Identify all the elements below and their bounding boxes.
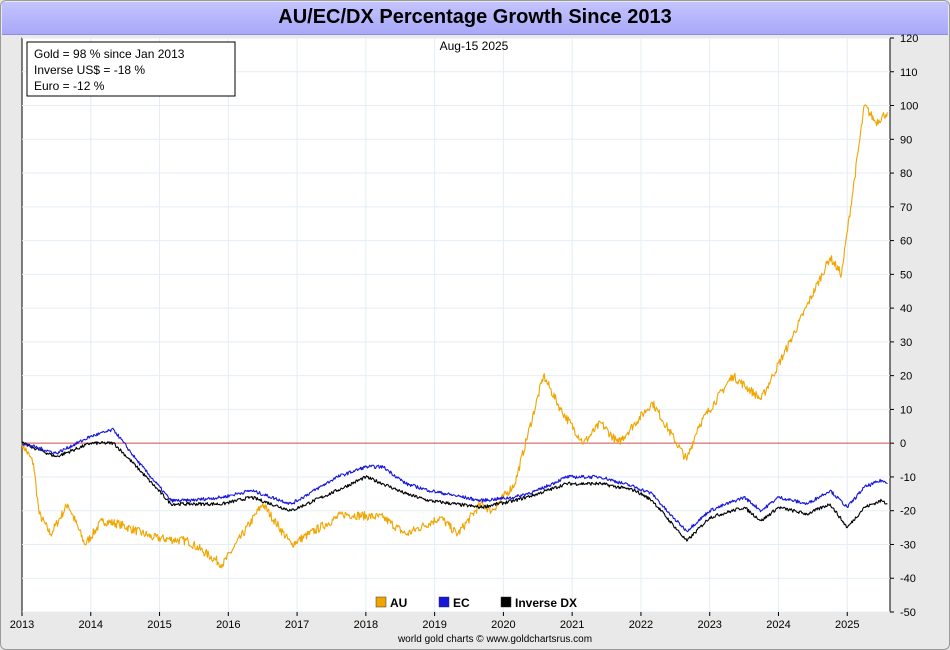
y-tick-label: -30 <box>900 539 916 551</box>
x-tick-label: 2025 <box>835 619 859 631</box>
y-tick-label: 110 <box>900 67 918 79</box>
y-tick-label: 40 <box>900 303 912 315</box>
legend-label: Inverse DX <box>515 596 577 610</box>
series-line-inverse-dx <box>21 440 888 542</box>
y-tick-label: 10 <box>900 404 912 416</box>
x-tick-label: 2023 <box>697 619 721 631</box>
annotation-text: Inverse US$ = -18 % <box>34 63 145 77</box>
annotation-text: Euro = -12 % <box>34 79 105 93</box>
y-tick-label: 20 <box>900 371 912 383</box>
x-tick-label: 2020 <box>491 619 515 631</box>
legend-swatch <box>500 596 512 608</box>
y-tick-label: 80 <box>900 168 912 180</box>
y-tick-label: 120 <box>900 33 918 45</box>
footer-credit: world gold charts © www.goldchartsrus.co… <box>397 634 592 645</box>
y-tick-label: 50 <box>900 269 912 281</box>
series-line-ec <box>21 427 888 533</box>
x-tick-label: 2017 <box>285 619 309 631</box>
x-tick-label: 2021 <box>560 619 584 631</box>
x-tick-label: 2024 <box>766 619 790 631</box>
x-tick-label: 2013 <box>10 619 34 631</box>
y-tick-label: -50 <box>900 607 916 619</box>
series-line-au <box>21 104 888 569</box>
x-tick-label: 2015 <box>147 619 171 631</box>
y-tick-label: 60 <box>900 236 912 248</box>
annotation-text: Gold = 98 % since Jan 2013 <box>34 47 185 61</box>
x-tick-label: 2014 <box>79 619 103 631</box>
annotation-box <box>26 41 236 97</box>
y-tick-label: -10 <box>900 472 916 484</box>
x-tick-label: 2022 <box>629 619 653 631</box>
y-tick-label: 100 <box>900 101 918 113</box>
y-tick-label: -40 <box>900 573 916 585</box>
chart-title: AU/EC/DX Percentage Growth Since 2013 <box>278 6 672 28</box>
legend-label: EC <box>453 596 470 610</box>
y-tick-label: 30 <box>900 337 912 349</box>
plot-area <box>21 37 891 613</box>
date-label: Aug-15 2025 <box>440 39 509 53</box>
x-tick-label: 2019 <box>422 619 446 631</box>
y-tick-label: -20 <box>900 506 916 518</box>
legend-label: AU <box>390 596 407 610</box>
legend-swatch <box>438 596 450 608</box>
legend-swatch <box>375 596 387 608</box>
y-tick-label: 0 <box>900 438 906 450</box>
x-tick-label: 2016 <box>216 619 240 631</box>
x-tick-label: 2018 <box>354 619 378 631</box>
title-bar: AU/EC/DX Percentage Growth Since 2013 <box>2 2 948 35</box>
y-tick-label: 70 <box>900 202 912 214</box>
y-tick-label: 90 <box>900 134 912 146</box>
